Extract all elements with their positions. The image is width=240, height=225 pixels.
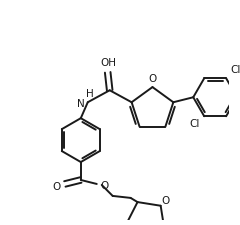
Text: O: O — [101, 181, 109, 191]
Text: O: O — [162, 196, 170, 206]
Text: O: O — [53, 182, 61, 192]
Text: O: O — [148, 74, 157, 84]
Text: H: H — [86, 89, 94, 99]
Text: OH: OH — [101, 58, 117, 68]
Text: Cl: Cl — [190, 119, 200, 129]
Text: N: N — [77, 99, 85, 109]
Text: Cl: Cl — [230, 65, 240, 75]
